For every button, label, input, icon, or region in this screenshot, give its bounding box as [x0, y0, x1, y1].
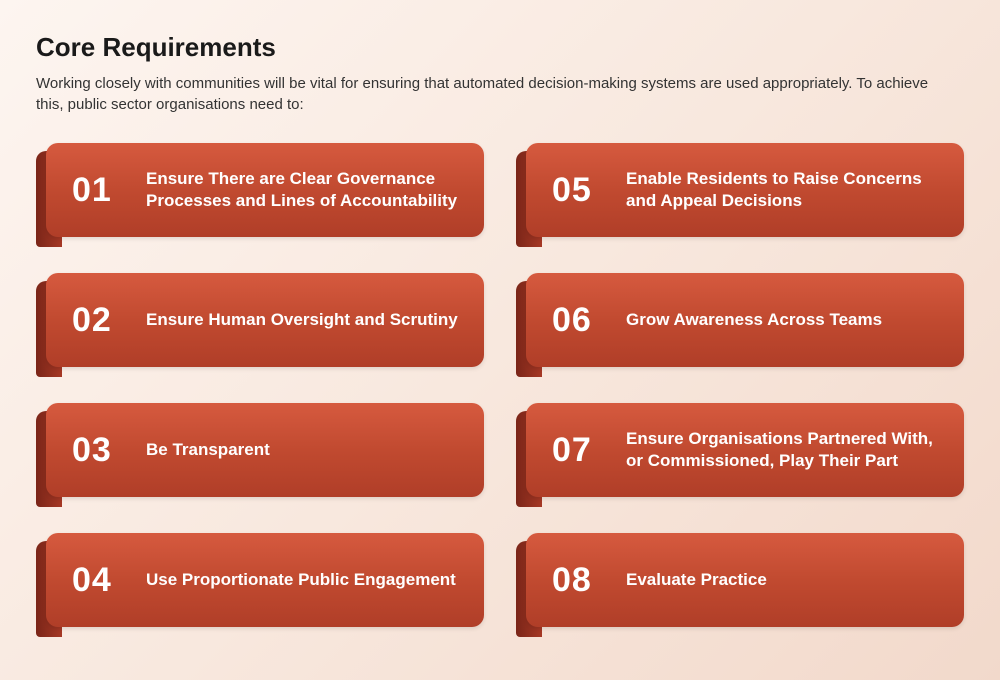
card-number: 01	[72, 171, 134, 210]
card-text: Ensure Organisations Partnered With, or …	[626, 428, 944, 472]
requirements-grid: 01 Ensure There are Clear Governance Pro…	[36, 143, 964, 637]
card-panel: 01 Ensure There are Clear Governance Pro…	[46, 143, 484, 237]
card-number: 03	[72, 431, 134, 470]
card-text: Be Transparent	[146, 439, 270, 461]
page-title: Core Requirements	[36, 32, 964, 63]
card-panel: 07 Ensure Organisations Partnered With, …	[526, 403, 964, 497]
card-number: 05	[552, 171, 614, 210]
card-panel: 04 Use Proportionate Public Engagement	[46, 533, 484, 627]
requirement-card: 03 Be Transparent	[36, 403, 484, 507]
card-panel: 03 Be Transparent	[46, 403, 484, 497]
card-text: Grow Awareness Across Teams	[626, 309, 882, 331]
card-number: 08	[552, 561, 614, 600]
requirement-card: 02 Ensure Human Oversight and Scrutiny	[36, 273, 484, 377]
card-number: 04	[72, 561, 134, 600]
card-text: Ensure Human Oversight and Scrutiny	[146, 309, 458, 331]
card-panel: 02 Ensure Human Oversight and Scrutiny	[46, 273, 484, 367]
requirement-card: 01 Ensure There are Clear Governance Pro…	[36, 143, 484, 247]
card-text: Use Proportionate Public Engagement	[146, 569, 456, 591]
card-panel: 06 Grow Awareness Across Teams	[526, 273, 964, 367]
card-text: Ensure There are Clear Governance Proces…	[146, 168, 464, 212]
requirement-card: 06 Grow Awareness Across Teams	[516, 273, 964, 377]
requirement-card: 08 Evaluate Practice	[516, 533, 964, 637]
card-panel: 08 Evaluate Practice	[526, 533, 964, 627]
card-panel: 05 Enable Residents to Raise Concerns an…	[526, 143, 964, 237]
page-subtitle: Working closely with communities will be…	[36, 73, 956, 115]
requirement-card: 04 Use Proportionate Public Engagement	[36, 533, 484, 637]
card-number: 02	[72, 301, 134, 340]
requirement-card: 07 Ensure Organisations Partnered With, …	[516, 403, 964, 507]
card-number: 07	[552, 431, 614, 470]
card-text: Enable Residents to Raise Concerns and A…	[626, 168, 944, 212]
card-number: 06	[552, 301, 614, 340]
requirement-card: 05 Enable Residents to Raise Concerns an…	[516, 143, 964, 247]
card-text: Evaluate Practice	[626, 569, 767, 591]
